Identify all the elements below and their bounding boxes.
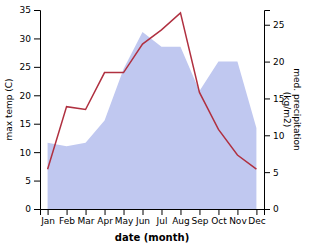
tick: Jan bbox=[40, 209, 55, 226]
y2-axis-title-line: med. precipitation bbox=[292, 68, 302, 150]
tick-mark bbox=[256, 209, 257, 215]
x-axis: Jan FebMarAprMayJun Jul AugSepOctNovDec bbox=[40, 209, 266, 226]
tick-mark bbox=[264, 209, 270, 210]
tick-label: Apr bbox=[97, 216, 113, 226]
tick-mark bbox=[34, 124, 40, 125]
tick-mark bbox=[264, 135, 270, 136]
tick: 10 bbox=[264, 131, 285, 141]
tick: 0 bbox=[25, 204, 40, 214]
tick-mark bbox=[161, 209, 162, 215]
tick: May bbox=[115, 209, 134, 226]
tick: Sep bbox=[191, 209, 208, 226]
tick-label: May bbox=[115, 216, 134, 226]
tick-label: Mar bbox=[78, 216, 95, 226]
tick-label: Feb bbox=[59, 216, 75, 226]
tick-mark bbox=[180, 209, 181, 215]
tick-label: 10 bbox=[20, 148, 32, 158]
tick: 30 bbox=[20, 34, 40, 44]
tick-mark bbox=[124, 209, 125, 215]
tick-mark bbox=[143, 209, 144, 215]
tick: 15 bbox=[20, 119, 40, 129]
tick: Feb bbox=[59, 209, 75, 226]
tick-mark bbox=[199, 209, 200, 215]
axis-line bbox=[41, 210, 265, 216]
tick-label: Sep bbox=[191, 216, 208, 226]
tick-label: 25 bbox=[20, 62, 31, 72]
tick-label: 20 bbox=[20, 91, 32, 101]
marks bbox=[48, 13, 257, 209]
x-axis-title: date (month) bbox=[115, 232, 189, 243]
tick-mark bbox=[34, 95, 40, 96]
tick-mark bbox=[264, 62, 270, 63]
tick: Oct bbox=[211, 209, 227, 226]
tick-mark bbox=[34, 10, 40, 11]
tick-mark bbox=[67, 209, 68, 215]
tick: Jun bbox=[135, 209, 150, 226]
tick-mark bbox=[264, 172, 270, 173]
tick-mark bbox=[34, 67, 40, 68]
tick-label: Jun bbox=[135, 216, 150, 226]
tick-label: 15 bbox=[20, 119, 31, 129]
tick-mark bbox=[34, 38, 40, 39]
chart: Jan FebMarAprMayJun Jul AugSepOctNovDec 0 5 10… bbox=[0, 0, 318, 247]
tick: Aug bbox=[172, 209, 190, 226]
tick-label: Nov bbox=[229, 216, 247, 226]
tick-label: Dec bbox=[248, 216, 265, 226]
tick-label: 5 bbox=[25, 176, 31, 186]
tick-label: 10 bbox=[273, 131, 285, 141]
tick-label: Jan bbox=[40, 216, 55, 226]
tick: Nov bbox=[229, 209, 247, 226]
tick: Jul bbox=[156, 209, 168, 226]
tick: 5 bbox=[25, 176, 40, 186]
tick: Mar bbox=[78, 209, 95, 226]
plot: Jan FebMarAprMayJun Jul AugSepOctNovDec 0 5 10… bbox=[4, 5, 302, 243]
tick-mark bbox=[34, 152, 40, 153]
tick: 20 bbox=[264, 57, 285, 67]
tick-label: Aug bbox=[172, 216, 190, 226]
tick-label: 35 bbox=[20, 5, 31, 15]
tick: 25 bbox=[20, 62, 40, 72]
y-axis-title: max temp (C) bbox=[4, 78, 14, 140]
tick: 5 bbox=[264, 168, 279, 178]
tick-mark bbox=[86, 209, 87, 215]
y2-axis-title-line: (kg/m2) bbox=[282, 92, 292, 127]
y2-axis-title: med. precipitation(kg/m2) bbox=[282, 68, 302, 150]
axis-line bbox=[34, 11, 41, 210]
tick: 15 bbox=[264, 94, 284, 104]
tick-label: 0 bbox=[25, 204, 31, 214]
tick: 35 bbox=[20, 5, 40, 15]
tick-mark bbox=[237, 209, 238, 215]
tick-label: Oct bbox=[211, 216, 227, 226]
tick-label: 25 bbox=[273, 20, 284, 30]
area bbox=[48, 32, 257, 209]
tick-mark bbox=[34, 181, 40, 182]
tick-label: 0 bbox=[273, 204, 279, 214]
tick: 10 bbox=[20, 148, 40, 158]
tick: 20 bbox=[20, 91, 40, 101]
tick-mark bbox=[48, 209, 49, 215]
tick-mark bbox=[105, 209, 106, 215]
tick-mark bbox=[218, 209, 219, 215]
y-axis: 0 5 10 15 20 25 30 35 bbox=[20, 5, 41, 214]
tick-label: 20 bbox=[273, 57, 285, 67]
tick: 25 bbox=[264, 20, 284, 30]
tick: Apr bbox=[97, 209, 113, 226]
axis-line bbox=[265, 11, 271, 210]
tick-mark bbox=[264, 98, 270, 99]
tick: 0 bbox=[264, 204, 279, 214]
tick-label: 30 bbox=[20, 34, 32, 44]
y2-axis: 0 5 10 15 20 25 bbox=[264, 11, 285, 215]
tick-label: Jul bbox=[156, 216, 168, 226]
tick-mark bbox=[34, 209, 40, 210]
tick-mark bbox=[264, 25, 270, 26]
tick-label: 5 bbox=[273, 168, 279, 178]
tick: Dec bbox=[248, 209, 265, 226]
line bbox=[48, 13, 257, 169]
